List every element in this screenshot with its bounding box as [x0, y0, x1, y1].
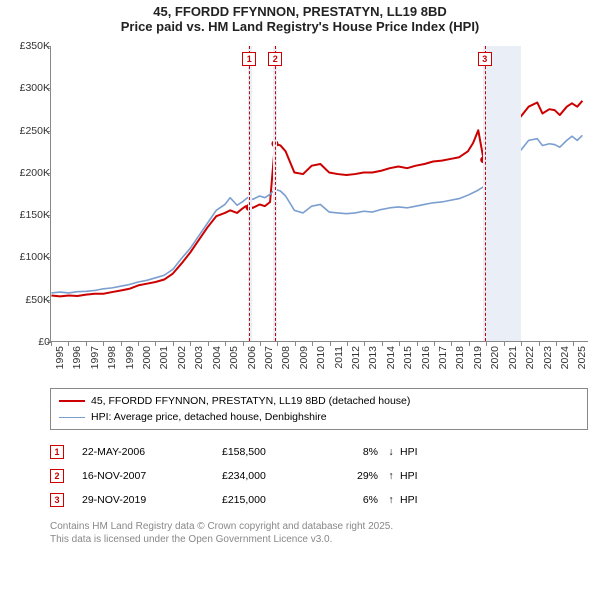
tx-pct: 8% [332, 446, 382, 458]
event-marker-1: 1 [242, 52, 256, 66]
tx-arrow-icon: ↑ [382, 494, 400, 506]
event-marker-2: 2 [268, 52, 282, 66]
y-axis-label: £100K [20, 251, 50, 263]
chart-area: 12 3 £0 £50K £100K £150K £200K £250K £300K £350K… [8, 42, 592, 382]
x-axis-label: 2003 [193, 346, 197, 376]
x-axis-label: 1997 [89, 346, 93, 376]
tx-pct: 6% [332, 494, 382, 506]
transactions-block: 122-MAY-2006£158,5008%↓HPI216-NOV-2007£2… [50, 440, 588, 512]
y-axis-label: £200K [20, 167, 50, 179]
event-vline [485, 46, 486, 341]
x-axis-label: 2018 [454, 346, 458, 376]
x-axis-label: 2024 [559, 346, 563, 376]
tx-arrow-icon: ↑ [382, 470, 400, 482]
tx-date: 16-NOV-2007 [82, 470, 222, 482]
title-line2: Price paid vs. HM Land Registry's House … [8, 19, 592, 34]
x-axis-label: 2016 [420, 346, 424, 376]
y-axis-label: £50K [25, 294, 50, 306]
legend-row: HPI: Average price, detached house, Denb… [59, 409, 579, 425]
y-axis-label: £300K [20, 82, 50, 94]
x-axis-label: 2015 [402, 346, 406, 376]
x-axis-label: 2000 [141, 346, 145, 376]
x-axis-label: 2007 [263, 346, 267, 376]
x-axis-label: 2025 [576, 346, 580, 376]
transaction-row: 2 16-NOV-2007£234,00029%↑HPI [50, 464, 588, 488]
chart-container: 45, FFORDD FFYNNON, PRESTATYN, LL19 8BD … [0, 0, 600, 554]
legend-box: 45, FFORDD FFYNNON, PRESTATYN, LL19 8BD … [50, 388, 588, 430]
x-axis-label: 2010 [315, 346, 319, 376]
y-axis-label: £150K [20, 209, 50, 221]
x-axis-label: 1999 [124, 346, 128, 376]
tx-date: 22-MAY-2006 [82, 446, 222, 458]
tx-hpi-label: HPI [400, 446, 440, 458]
event-vline [249, 46, 250, 341]
tx-pct: 29% [332, 470, 382, 482]
x-axis-label: 1995 [54, 346, 58, 376]
x-axis-label: 1998 [106, 346, 110, 376]
x-axis-label: 2022 [524, 346, 528, 376]
y-axis-label: £250K [20, 125, 50, 137]
x-axis-label: 2013 [367, 346, 371, 376]
y-axis-label: £350K [20, 40, 50, 52]
legend-swatch [59, 417, 85, 418]
tx-marker: 2 [50, 469, 64, 483]
x-axis-label: 2021 [507, 346, 511, 376]
footer-block: Contains HM Land Registry data © Crown c… [50, 520, 588, 546]
tx-price: £158,500 [222, 446, 332, 458]
x-axis-label: 2011 [333, 346, 337, 376]
footer-line2: This data is licensed under the Open Gov… [50, 533, 588, 546]
legend-swatch [59, 400, 85, 402]
x-axis-label: 2023 [542, 346, 546, 376]
title-line1: 45, FFORDD FFYNNON, PRESTATYN, LL19 8BD [8, 4, 592, 19]
x-axis-label: 2006 [246, 346, 250, 376]
legend-label: HPI: Average price, detached house, Denb… [91, 411, 327, 423]
title-block: 45, FFORDD FFYNNON, PRESTATYN, LL19 8BD … [8, 4, 592, 34]
tx-marker: 3 [50, 493, 64, 507]
x-axis-label: 2020 [489, 346, 493, 376]
event-vline [275, 46, 276, 341]
tx-hpi-label: HPI [400, 494, 440, 506]
x-axis-label: 2008 [280, 346, 284, 376]
transaction-row: 3 29-NOV-2019£215,0006%↑HPI [50, 488, 588, 512]
footer-line1: Contains HM Land Registry data © Crown c… [50, 520, 588, 533]
legend-row: 45, FFORDD FFYNNON, PRESTATYN, LL19 8BD … [59, 393, 579, 409]
x-axis-label: 2001 [158, 346, 162, 376]
x-axis-label: 1996 [71, 346, 75, 376]
x-axis-label: 2017 [437, 346, 441, 376]
x-axis-label: 2014 [385, 346, 389, 376]
tx-marker: 1 [50, 445, 64, 459]
transaction-row: 1 22-MAY-2006£158,5008%↓HPI [50, 440, 588, 464]
tx-hpi-label: HPI [400, 470, 440, 482]
x-axis-label: 2005 [228, 346, 232, 376]
y-axis-label: £0 [38, 336, 50, 348]
shaded-band [483, 46, 521, 341]
event-marker-3: 3 [478, 52, 492, 66]
x-axis-label: 2009 [298, 346, 302, 376]
x-axis-label: 2012 [350, 346, 354, 376]
tx-arrow-icon: ↓ [382, 446, 400, 458]
tx-date: 29-NOV-2019 [82, 494, 222, 506]
plot-region: 12 3 [50, 46, 588, 342]
tx-price: £215,000 [222, 494, 332, 506]
x-axis-label: 2002 [176, 346, 180, 376]
x-axis-label: 2004 [211, 346, 215, 376]
x-axis-label: 2019 [472, 346, 476, 376]
legend-label: 45, FFORDD FFYNNON, PRESTATYN, LL19 8BD … [91, 395, 410, 407]
tx-price: £234,000 [222, 470, 332, 482]
